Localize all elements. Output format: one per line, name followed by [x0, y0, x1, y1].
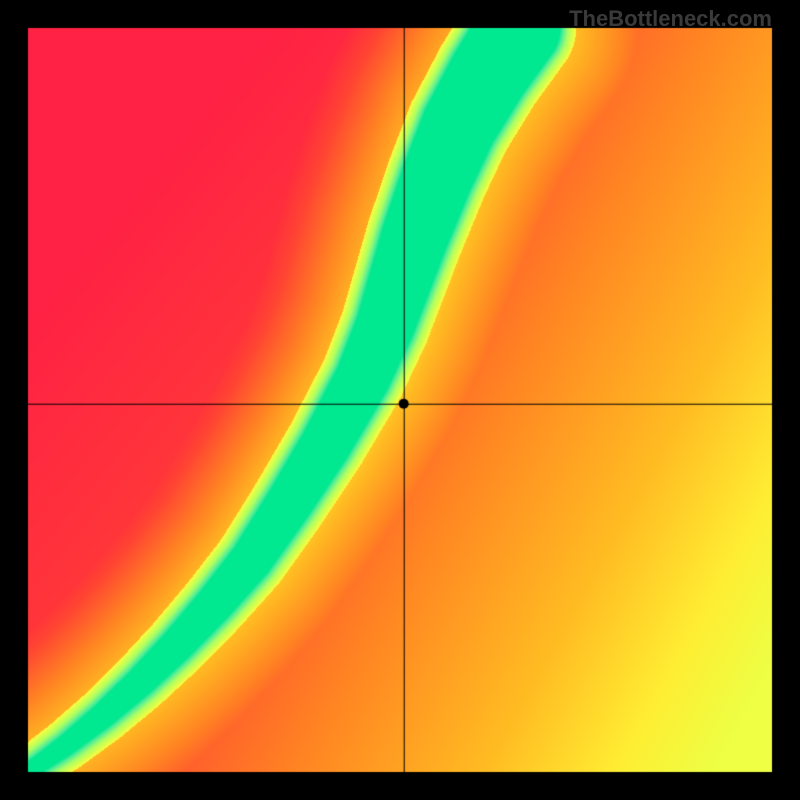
chart-container: TheBottleneck.com: [0, 0, 800, 800]
watermark-text: TheBottleneck.com: [569, 6, 772, 32]
heatmap-canvas: [0, 0, 800, 800]
